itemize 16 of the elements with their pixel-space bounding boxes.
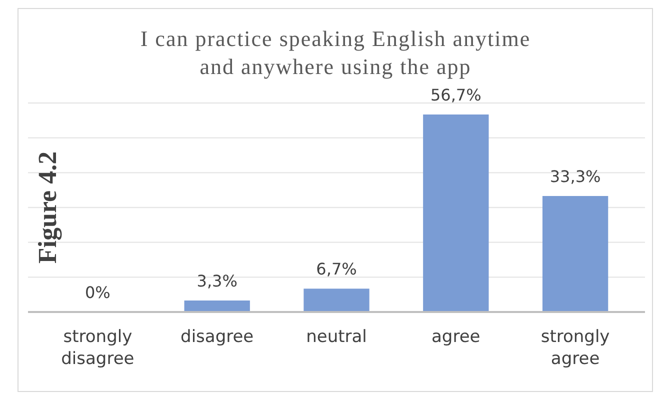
bar	[304, 288, 370, 312]
x-tick-label: disagree	[180, 327, 254, 347]
x-tick-label: neutral	[306, 327, 367, 347]
x-tick-label: agree	[432, 327, 480, 347]
data-label: 56,7%	[430, 85, 482, 104]
annotation: Figure 4.2	[33, 151, 62, 264]
chart-title: I can practice speaking English anytime and anywhere using the app	[140, 26, 531, 79]
bar	[423, 114, 489, 312]
bar	[542, 196, 608, 312]
data-label: 6,7%	[316, 260, 357, 279]
x-tick-label: strongly agree	[540, 327, 610, 369]
x-tick-label: strongly disagree	[61, 327, 134, 369]
data-label: 33,3%	[550, 167, 601, 186]
data-label: 3,3%	[196, 272, 238, 291]
data-label: 0%	[85, 283, 110, 302]
bar	[184, 300, 250, 312]
